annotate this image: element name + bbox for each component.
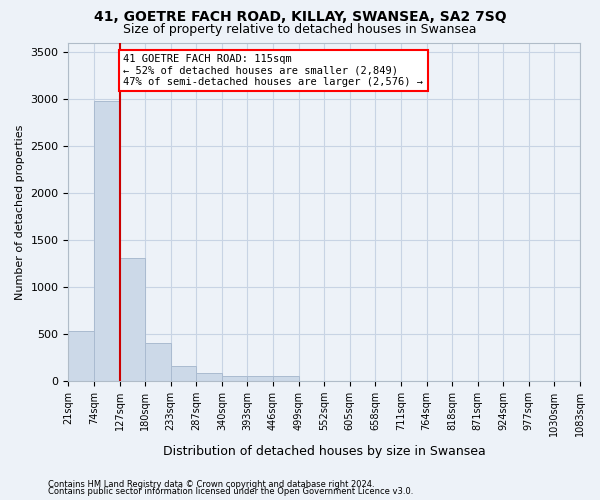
Bar [196,372,222,381]
Text: Contains HM Land Registry data © Crown copyright and database right 2024.: Contains HM Land Registry data © Crown c… [48,480,374,489]
Bar [247,376,273,381]
Y-axis label: Number of detached properties: Number of detached properties [15,124,25,300]
Text: Contains public sector information licensed under the Open Government Licence v3: Contains public sector information licen… [48,487,413,496]
Bar [145,342,171,381]
Bar [273,376,299,381]
X-axis label: Distribution of detached houses by size in Swansea: Distribution of detached houses by size … [163,444,485,458]
Bar [94,101,119,381]
Text: 41, GOETRE FACH ROAD, KILLAY, SWANSEA, SA2 7SQ: 41, GOETRE FACH ROAD, KILLAY, SWANSEA, S… [94,10,506,24]
Text: 41 GOETRE FACH ROAD: 115sqm
← 52% of detached houses are smaller (2,849)
47% of : 41 GOETRE FACH ROAD: 115sqm ← 52% of det… [124,54,424,87]
Bar [119,258,145,381]
Bar [68,332,94,381]
Text: Size of property relative to detached houses in Swansea: Size of property relative to detached ho… [123,22,477,36]
Bar [171,366,196,381]
Bar [222,376,247,381]
